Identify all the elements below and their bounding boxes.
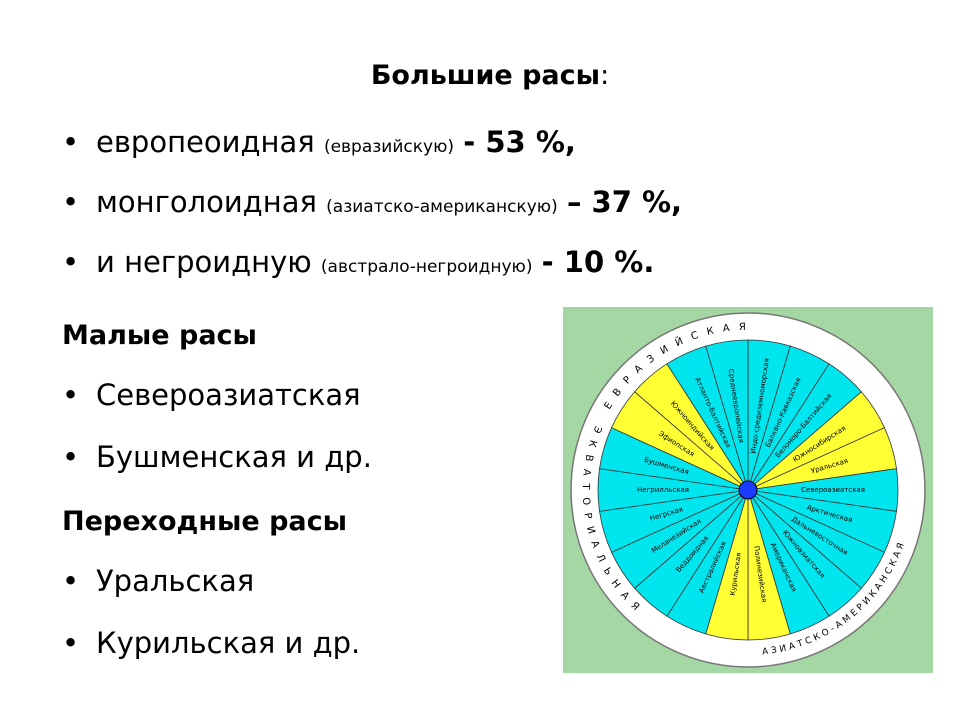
race-share: – 37 %,: [566, 185, 683, 219]
wheel-hub: [738, 480, 758, 500]
wedge-label: Негрилльская: [637, 486, 689, 494]
race-note: (азиатско-американскую): [326, 197, 558, 217]
transitional-races: Уральская Курильская и др.: [62, 564, 360, 688]
race-note: (австрало-негроидную): [320, 257, 533, 277]
race-note: (евразийскую): [323, 137, 455, 157]
section-title: Малые расы: [62, 320, 257, 351]
race-item: Уральская: [62, 564, 360, 626]
race-item: и негроидную (австрало-негроидную) - 10 …: [62, 240, 682, 300]
small-races: Североазиатская Бушменская и др.: [62, 378, 372, 502]
race-share: - 10 %.: [541, 245, 655, 279]
race-item: монголоидная (азиатско-американскую) – 3…: [62, 180, 682, 240]
race-share: - 53 %,: [463, 125, 576, 159]
section-title: Переходные расы: [62, 506, 348, 537]
race-item: европеоидная (евразийскую) - 53 %,: [62, 120, 682, 180]
wedge: [705, 339, 749, 491]
race-item: Североазиатская: [62, 378, 372, 440]
race-item: Курильская и др.: [62, 626, 360, 688]
wedge-label: Североазиатская: [801, 486, 865, 494]
title: Большие расы:: [0, 60, 960, 91]
title-text: Большие расы: [370, 60, 601, 91]
title-suffix: :: [600, 60, 610, 91]
race-item: Бушменская и др.: [62, 440, 372, 502]
big-races: европеоидная (евразийскую) - 53 %, монго…: [62, 120, 682, 300]
race-name: и негроидную: [96, 245, 312, 279]
race-name: европеоидная: [96, 125, 315, 159]
race-name: монголоидная: [96, 185, 317, 219]
